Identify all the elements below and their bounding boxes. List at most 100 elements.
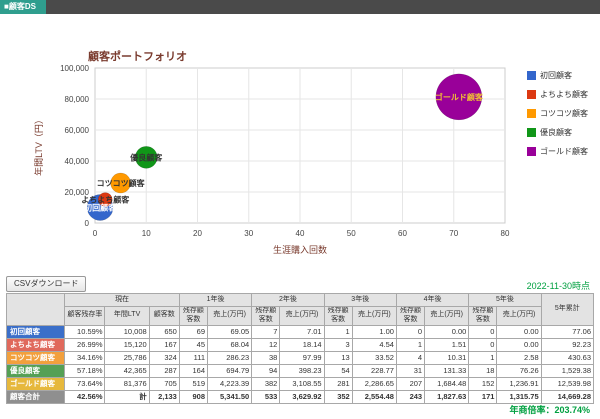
table-cell: 42,365 [104, 363, 150, 378]
chart-title: 顧客ポートフォリオ [88, 51, 187, 63]
table-cell: 45 [178, 337, 209, 352]
column-group-header: 4年後 [395, 293, 470, 307]
table-cell: 34.16% [64, 350, 106, 365]
table-cell: 0.00 [496, 324, 542, 339]
bubble-label: 優良顧客 [129, 152, 163, 162]
bubble [435, 73, 483, 121]
table-cell: 94 [251, 363, 281, 378]
table-cell: 7 [251, 324, 281, 339]
chart-legend: 初回顧客 よちよち顧客 コツコツ顧客 優良顧客 ゴールド顧客 [527, 70, 588, 165]
table-cell: 164 [178, 363, 209, 378]
table-cell: 0 [395, 324, 426, 339]
table-cell: 382 [251, 376, 281, 391]
table-row: よちよち顧客 26.99% 15,120 167 45 68.04 12 18.14 3 4.54… [5, 337, 595, 352]
segment-label: 初回顧客 [5, 324, 66, 339]
table-cell: 0 [468, 324, 498, 339]
legend-swatch-icon [527, 128, 536, 137]
table-cell: 68.04 [206, 337, 253, 352]
table-cell: 計 [104, 389, 150, 404]
table-cell: 1,315.75 [496, 389, 542, 404]
table-row: コツコツ顧客 34.16% 25,786 324 111 286.23 38 97.99 13 3… [5, 350, 595, 365]
table-cell: 4,223.39 [206, 376, 253, 391]
table-cell: 2,554.48 [351, 389, 397, 404]
table-cell: 13 [323, 350, 353, 365]
table-cell: 81,376 [104, 376, 150, 391]
table-cell: 281 [323, 376, 353, 391]
table-cell: 3,629.92 [279, 389, 325, 404]
table-cell: 18.14 [279, 337, 325, 352]
legend-item: 優良顧客 [527, 127, 588, 138]
annual-revenue-multiplier: 年商倍率：203.74% [509, 405, 590, 415]
table-cell: 73.64% [64, 376, 106, 391]
table-cell: 2,286.65 [351, 376, 397, 391]
column-subheader: 年間LTV [104, 306, 150, 326]
csv-download-button[interactable]: CSVダウンロード [6, 276, 87, 292]
x-tick-label: 30 [244, 229, 253, 238]
bubble [110, 172, 131, 194]
column-subheader: 残存顧客数 [395, 306, 426, 326]
y-tick-label: 0 [85, 219, 90, 228]
table-cell: 1,827.63 [424, 389, 470, 404]
bubble-label: よちよち顧客 [81, 195, 130, 205]
bubble [135, 146, 158, 169]
table-cell: 76.26 [496, 363, 542, 378]
column-group-header: 1年後 [178, 293, 253, 307]
table-cell: 12 [251, 337, 281, 352]
bubble-label: 初回顧客 [84, 202, 117, 212]
as-of-date: 2022-11-30時点 [526, 281, 590, 291]
bubble-label: コツコツ顧客 [97, 178, 146, 188]
table-cell: 1,236.91 [496, 376, 542, 391]
table-cell: 533 [251, 389, 281, 404]
legend-label: 優良顧客 [540, 128, 572, 137]
table-cell: 1,529.38 [540, 363, 595, 378]
column-subheader: 売上(万円) [496, 306, 542, 326]
segment-label: ゴールド顧客 [5, 376, 66, 391]
column-subheader: 売上(万円) [424, 306, 470, 326]
table-cell: 908 [178, 389, 209, 404]
table-cell: 92.23 [540, 337, 595, 352]
legend-item: よちよち顧客 [527, 89, 588, 100]
table-cell: 0 [468, 337, 498, 352]
y-tick-label: 60,000 [65, 126, 90, 135]
legend-swatch-icon [527, 109, 536, 118]
legend-label: ゴールド顧客 [540, 147, 588, 156]
column-subheader: 売上(万円) [279, 306, 325, 326]
table-cell: 1 [468, 350, 498, 365]
column-group-header: 現在 [64, 293, 180, 307]
table-cell: 287 [148, 363, 180, 378]
table-cell: 10.59% [64, 324, 106, 339]
table-cell: 25,786 [104, 350, 150, 365]
column-subheader: 残存顧客数 [178, 306, 209, 326]
table-cell: 1.00 [351, 324, 397, 339]
table-row: 顧客合計 42.56% 計 2,133 908 5,341.50 533 3,629.92 35… [5, 389, 595, 404]
segment-label: 顧客合計 [5, 389, 66, 404]
table-cell: 694.79 [206, 363, 253, 378]
y-tick-label: 80,000 [65, 95, 90, 104]
table-cell: 1,684.48 [424, 376, 470, 391]
table-cell: 4.54 [351, 337, 397, 352]
y-tick-label: 20,000 [65, 188, 90, 197]
column-subheader: 売上(万円) [351, 306, 397, 326]
table-row: 初回顧客 10.59% 10,008 650 69 69.05 7 7.01 1 1.00 0 0.0… [5, 324, 595, 339]
table-cell: 54 [323, 363, 353, 378]
ltv-simulation-table: 現在 1年後 2年後 3年後 4年後 5年後 5年累計 顧客残存率 年間LTV 顧客数 残存顧客数売… [5, 293, 595, 404]
legend-label: よちよち顧客 [540, 90, 588, 99]
legend-item: 初回顧客 [527, 70, 588, 81]
column-subheader: 顧客残存率 [64, 306, 106, 326]
x-tick-label: 50 [347, 229, 356, 238]
column-group-header: 3年後 [323, 293, 397, 307]
segment-label: よちよち顧客 [5, 337, 66, 352]
table-cell: 4 [395, 350, 426, 365]
table-row: 優良顧客 57.18% 42,365 287 164 694.79 94 398.23 54 22… [5, 363, 595, 378]
x-tick-label: 10 [142, 229, 151, 238]
table-cell: 167 [148, 337, 180, 352]
legend-swatch-icon [527, 90, 536, 99]
x-tick-label: 40 [296, 229, 305, 238]
table-cell: 5,341.50 [206, 389, 253, 404]
table-cell: 2.58 [496, 350, 542, 365]
column-group-header: 5年累計 [540, 293, 595, 326]
table-cell: 14,669.28 [540, 389, 595, 404]
x-tick-label: 80 [501, 229, 510, 238]
x-axis-title: 生涯購入回数 [273, 244, 327, 255]
